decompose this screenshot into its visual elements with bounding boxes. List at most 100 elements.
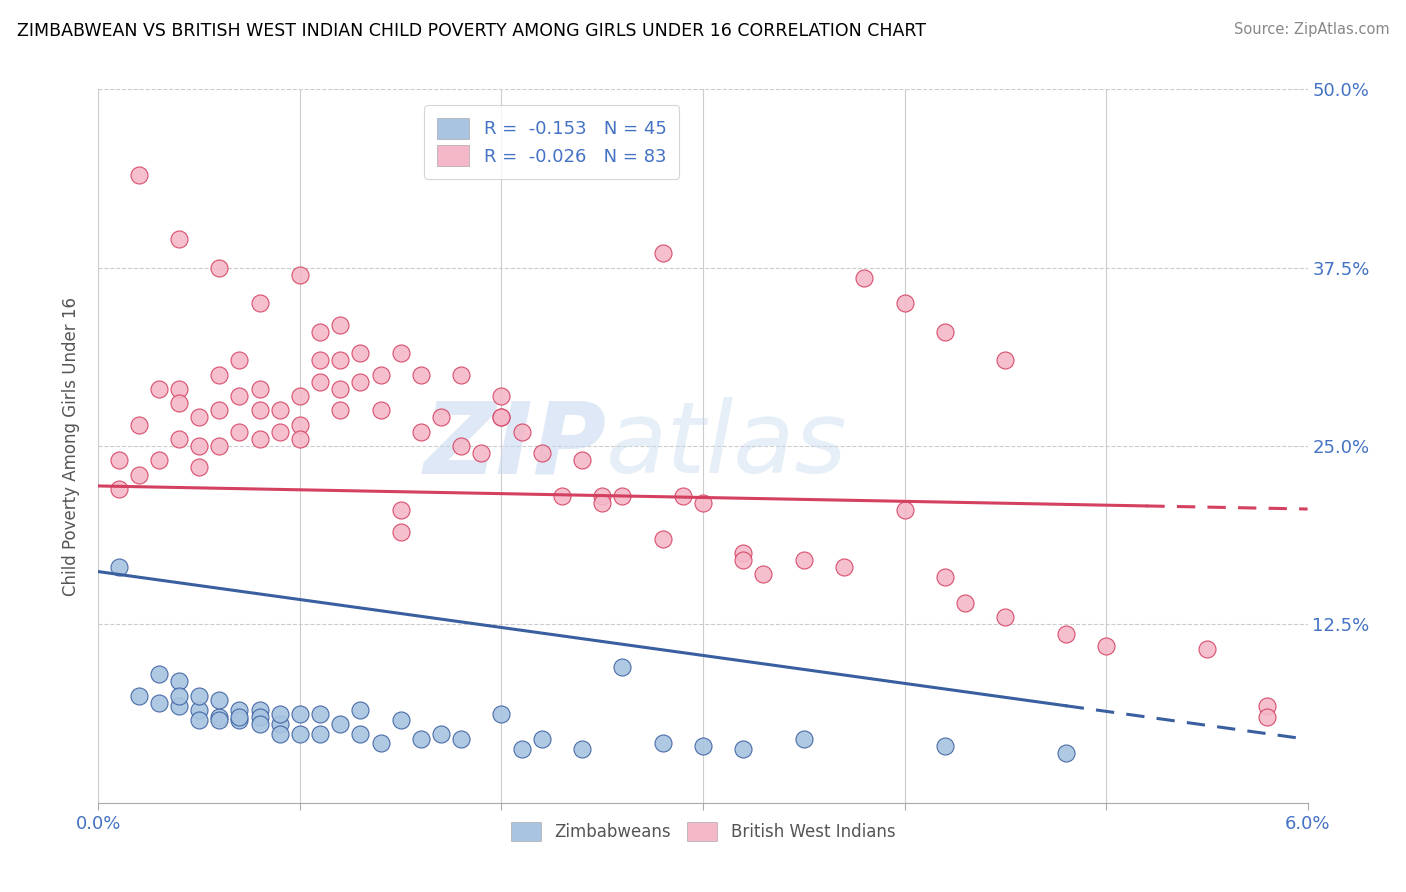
Point <box>128 689 150 703</box>
Point <box>1256 698 1278 713</box>
Point <box>470 446 492 460</box>
Point <box>389 346 412 360</box>
Point <box>651 532 673 546</box>
Point <box>510 741 533 756</box>
Point <box>309 727 332 741</box>
Point <box>107 482 129 496</box>
Point <box>389 503 412 517</box>
Point <box>349 346 371 360</box>
Point <box>228 353 250 368</box>
Point <box>128 168 150 182</box>
Point <box>309 325 332 339</box>
Point <box>309 375 332 389</box>
Point <box>370 736 392 750</box>
Point <box>934 570 956 584</box>
Text: ZIMBABWEAN VS BRITISH WEST INDIAN CHILD POVERTY AMONG GIRLS UNDER 16 CORRELATION: ZIMBABWEAN VS BRITISH WEST INDIAN CHILD … <box>17 22 927 40</box>
Point <box>1095 639 1118 653</box>
Point <box>128 467 150 482</box>
Point <box>994 610 1017 624</box>
Point <box>167 674 190 689</box>
Point <box>994 353 1017 368</box>
Point <box>167 432 190 446</box>
Point <box>430 727 453 741</box>
Point <box>651 246 673 260</box>
Text: Source: ZipAtlas.com: Source: ZipAtlas.com <box>1233 22 1389 37</box>
Point <box>188 703 211 717</box>
Point <box>167 382 190 396</box>
Point <box>853 270 876 285</box>
Point <box>309 353 332 368</box>
Y-axis label: Child Poverty Among Girls Under 16: Child Poverty Among Girls Under 16 <box>62 296 80 596</box>
Point <box>1054 746 1077 760</box>
Point <box>249 296 271 310</box>
Point <box>491 389 513 403</box>
Point <box>288 389 311 403</box>
Point <box>430 410 453 425</box>
Point <box>491 410 513 425</box>
Point <box>551 489 574 503</box>
Point <box>692 496 714 510</box>
Point <box>208 713 231 727</box>
Point <box>672 489 695 503</box>
Point <box>148 382 170 396</box>
Point <box>188 713 211 727</box>
Point <box>793 553 815 567</box>
Point <box>269 403 291 417</box>
Point <box>167 698 190 713</box>
Point <box>269 727 291 741</box>
Point <box>389 524 412 539</box>
Point <box>309 707 332 722</box>
Point <box>148 453 170 467</box>
Point <box>167 396 190 410</box>
Point <box>349 727 371 741</box>
Point <box>188 460 211 475</box>
Point <box>288 707 311 722</box>
Point <box>167 689 190 703</box>
Point <box>148 667 170 681</box>
Point <box>208 693 231 707</box>
Point <box>571 741 593 756</box>
Point <box>329 353 352 368</box>
Point <box>349 375 371 389</box>
Point <box>288 727 311 741</box>
Point <box>249 703 271 717</box>
Point <box>228 713 250 727</box>
Point <box>409 731 432 746</box>
Point <box>208 403 231 417</box>
Point <box>733 546 755 560</box>
Point <box>491 410 513 425</box>
Point <box>953 596 976 610</box>
Point <box>450 439 472 453</box>
Point <box>510 425 533 439</box>
Point <box>1256 710 1278 724</box>
Point <box>249 717 271 731</box>
Point <box>249 710 271 724</box>
Legend: Zimbabweans, British West Indians: Zimbabweans, British West Indians <box>503 815 903 848</box>
Point <box>409 425 432 439</box>
Point <box>893 503 915 517</box>
Point <box>188 410 211 425</box>
Point <box>208 368 231 382</box>
Point <box>733 553 755 567</box>
Point <box>329 318 352 332</box>
Point <box>1195 641 1218 656</box>
Point <box>288 417 311 432</box>
Point <box>228 389 250 403</box>
Point <box>530 731 553 746</box>
Point <box>269 425 291 439</box>
Point <box>832 560 855 574</box>
Point <box>269 707 291 722</box>
Point <box>1054 627 1077 641</box>
Point <box>288 268 311 282</box>
Point <box>752 567 775 582</box>
Point <box>349 703 371 717</box>
Point <box>893 296 915 310</box>
Point <box>107 560 129 574</box>
Point <box>450 368 472 382</box>
Point <box>249 403 271 417</box>
Point <box>269 717 291 731</box>
Point <box>370 368 392 382</box>
Point <box>249 432 271 446</box>
Point <box>370 403 392 417</box>
Point <box>591 496 613 510</box>
